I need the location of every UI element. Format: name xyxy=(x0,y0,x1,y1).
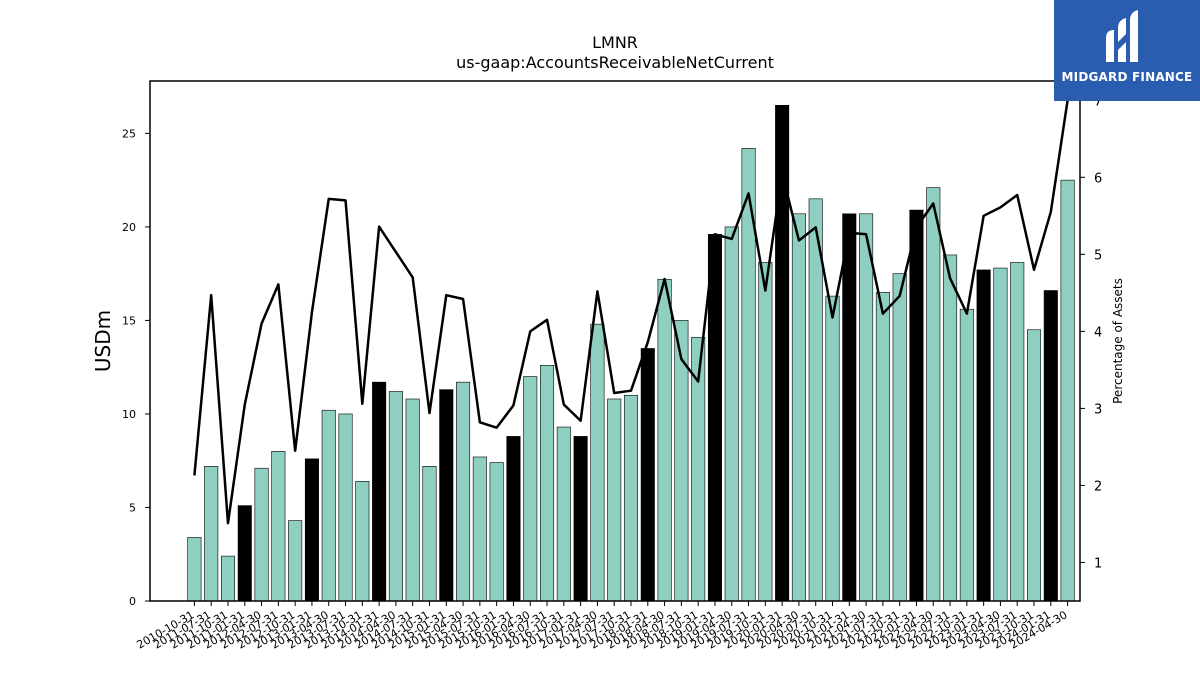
y-tick-label: 10 xyxy=(122,408,136,421)
y2-tick-label: 3 xyxy=(1094,402,1102,417)
bar-2013-04-30 xyxy=(321,409,336,602)
bar-2013-07-31 xyxy=(338,413,353,602)
bar-2010-10-31 xyxy=(187,537,202,602)
y2-tick-label: 1 xyxy=(1094,556,1102,571)
bar-2016-10-31 xyxy=(556,426,571,602)
bar-2017-07-31 xyxy=(607,398,622,602)
bar-2018-04-30 xyxy=(657,278,672,602)
y-axis-left: 0 5 10 15 20 25 xyxy=(122,127,150,608)
bar-2022-04-30 xyxy=(926,187,941,602)
bar-2015-07-31 xyxy=(472,456,487,602)
y2-tick-label: 6 xyxy=(1094,171,1102,186)
midgard-logo-icon xyxy=(1106,10,1138,62)
x-axis: 2010-10-312011-07-312011-10-312011-01-31… xyxy=(135,601,1070,652)
y-axis-right: 1 2 3 4 5 6 7 xyxy=(1080,94,1102,571)
bar-2016-04-30 xyxy=(523,376,538,602)
y-tick-label: 15 xyxy=(122,314,136,327)
bar-2015-10-31 xyxy=(489,462,504,602)
bar-2017-01-31 xyxy=(573,436,588,602)
line-group xyxy=(193,100,1069,525)
bar-2014-07-31 xyxy=(405,398,420,602)
bar-2020-04-30 xyxy=(791,213,806,602)
bar-2011-10-31 xyxy=(220,555,235,602)
bar-2021-10-31 xyxy=(892,273,907,602)
bar-group xyxy=(187,105,1075,602)
bar-2023-07-31 xyxy=(1010,262,1025,602)
bar-2015-04-30 xyxy=(456,381,471,602)
bar-2023-01-31 xyxy=(976,269,991,602)
bar-2023-04-30 xyxy=(993,267,1008,602)
y-tick-label: 25 xyxy=(122,127,136,140)
chart-title: LMNR xyxy=(592,33,638,52)
bar-2017-10-31 xyxy=(623,394,639,602)
bar-2013-10-31 xyxy=(355,480,370,602)
y2-tick-label: 4 xyxy=(1094,325,1102,340)
bar-2012-04-30 xyxy=(254,467,269,602)
y-tick-label: 0 xyxy=(129,595,136,608)
bar-2022-07-31 xyxy=(943,254,958,602)
brand-logo: MIDGARD FINANCE xyxy=(1054,0,1200,101)
bar-2012-07-31 xyxy=(271,451,286,602)
bar-2022-10-31 xyxy=(959,308,974,602)
bar-2012-10-31 xyxy=(288,520,303,602)
bar-2019-04-30 xyxy=(724,226,739,602)
bar-2014-04-30 xyxy=(388,391,403,602)
bar-2022-01-31 xyxy=(909,209,924,602)
chart-subtitle: us-gaap:AccountsReceivableNetCurrent xyxy=(456,53,774,72)
bar-2019-10-31 xyxy=(758,262,773,602)
bar-2024-01-31 xyxy=(1043,290,1058,602)
bar-2021-01-31 xyxy=(842,213,857,602)
bar-2018-01-31 xyxy=(640,348,655,602)
bar-2011-07-31 xyxy=(204,466,219,602)
plot-frame xyxy=(149,80,1081,602)
bar-2015-01-31 xyxy=(439,389,454,602)
bar-2014-10-31 xyxy=(422,466,437,602)
y2-tick-label: 7 xyxy=(1094,94,1102,109)
y2-axis-label: Percentage of Assets xyxy=(1111,278,1125,404)
bar-2019-01-31 xyxy=(707,234,722,602)
bar-2017-04-30 xyxy=(590,323,605,602)
bar-2013-01-31 xyxy=(304,458,319,602)
y-axis-label: USDm xyxy=(91,310,115,372)
bar-2016-07-31 xyxy=(540,365,555,602)
bar-2024-04-30 xyxy=(1060,179,1075,602)
y2-tick-label: 5 xyxy=(1094,248,1102,263)
y-tick-label: 20 xyxy=(122,221,136,234)
bar-2020-10-31 xyxy=(825,295,840,602)
bar-2011-01-31 xyxy=(237,505,252,602)
percentage-line xyxy=(193,100,1069,525)
y2-tick-label: 2 xyxy=(1094,479,1102,494)
y-tick-label: 5 xyxy=(129,501,136,514)
bar-2021-04-30 xyxy=(859,213,874,602)
bar-2018-07-31 xyxy=(674,320,689,602)
brand-logo-text: MIDGARD FINANCE xyxy=(1061,70,1193,84)
bar-2023-10-31 xyxy=(1027,329,1042,602)
bar-2021-07-31 xyxy=(875,292,890,602)
bar-2016-01-31 xyxy=(506,436,521,602)
bar-2014-01-31 xyxy=(372,381,387,602)
